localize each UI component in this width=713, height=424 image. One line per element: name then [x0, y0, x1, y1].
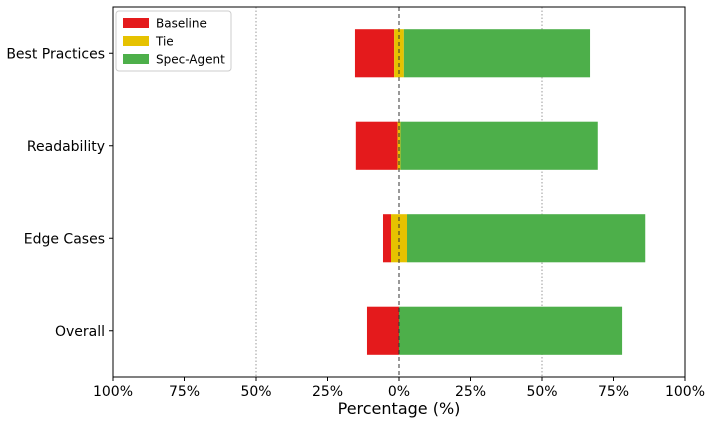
legend-swatch — [123, 36, 149, 46]
x-tick-label: 50% — [240, 384, 271, 400]
x-tick-label: 25% — [312, 384, 343, 400]
y-tick-label: Readability — [27, 139, 105, 155]
y-tick-label: Edge Cases — [24, 231, 105, 247]
bar-spec-agent — [403, 29, 591, 78]
legend-swatch — [123, 54, 149, 64]
x-tick-label: 100% — [93, 384, 133, 400]
x-axis-label: Percentage (%) — [338, 399, 461, 418]
legend-label: Spec-Agent — [156, 53, 225, 67]
bar-spec-agent — [400, 121, 598, 170]
legend: Baseline Tie Spec-Agent — [115, 10, 232, 72]
bar-baseline — [382, 214, 391, 263]
bar-spec-agent — [407, 214, 646, 263]
bar-baseline — [354, 29, 395, 78]
x-tick-label: 75% — [169, 384, 200, 400]
bars-layer — [354, 29, 646, 355]
x-tick-label: 0% — [388, 384, 410, 400]
x-tick-label: 50% — [526, 384, 557, 400]
legend-swatch — [123, 18, 149, 28]
y-axis: Best Practices Readability Edge Cases Overa… — [6, 46, 113, 340]
bar-baseline — [355, 121, 398, 170]
bar-baseline — [366, 306, 399, 355]
x-axis: 100% 75% 50% 25% 0% 25% 50% 75% 100% — [93, 377, 705, 400]
legend-label: Tie — [155, 35, 174, 49]
x-tick-label: 25% — [455, 384, 486, 400]
bar-tie — [397, 121, 401, 170]
y-tick-label: Best Practices — [6, 46, 105, 62]
bar-tie — [394, 29, 404, 78]
y-tick-label: Overall — [55, 324, 105, 340]
bar-spec-agent — [399, 306, 623, 355]
legend-label: Baseline — [156, 17, 207, 31]
x-tick-label: 75% — [598, 384, 629, 400]
x-tick-label: 100% — [665, 384, 705, 400]
